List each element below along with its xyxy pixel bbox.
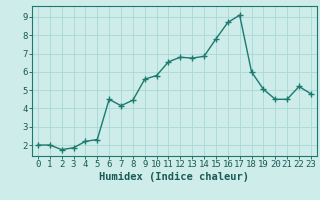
X-axis label: Humidex (Indice chaleur): Humidex (Indice chaleur) <box>100 172 249 182</box>
